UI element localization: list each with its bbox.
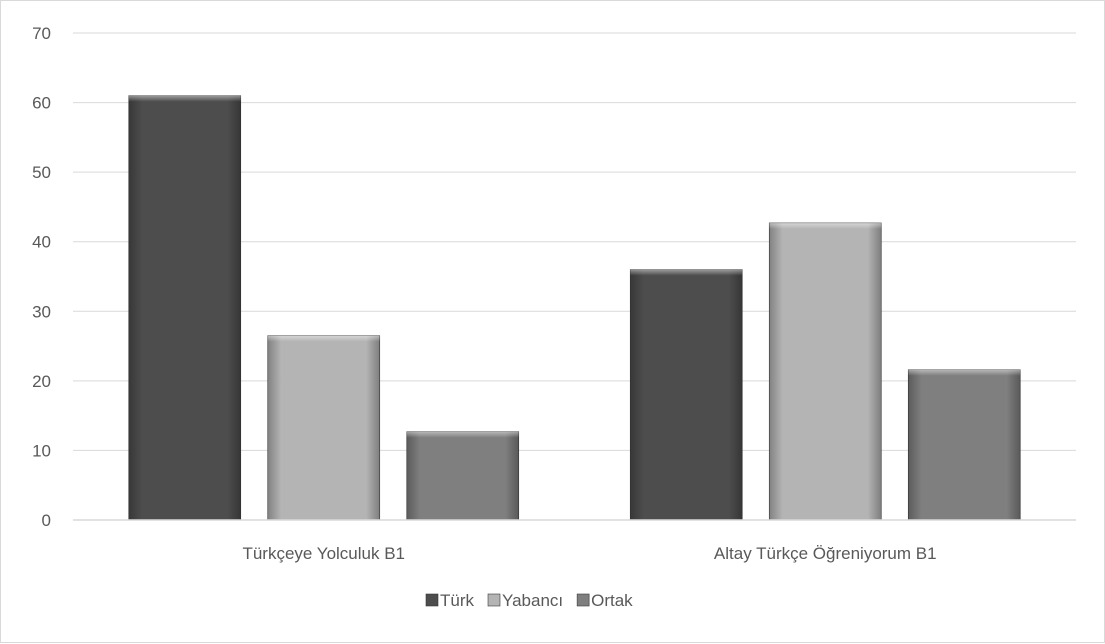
legend-swatch: [425, 593, 439, 607]
category-label: Altay Türkçe Öğreniyorum B1: [714, 544, 937, 563]
y-tick-label: 10: [32, 441, 51, 460]
legend-label: Yabancı: [502, 591, 563, 610]
bar-yabancı-1: [267, 335, 381, 521]
legend-item-ortak: Ortak: [576, 591, 633, 610]
y-tick-label: 60: [32, 94, 51, 113]
y-tick-label: 40: [32, 233, 51, 252]
y-tick-label: 50: [32, 163, 51, 182]
legend: Türk Yabancı Ortak: [425, 591, 633, 610]
legend-label: Türk: [440, 591, 475, 610]
bar-ortak-2: [907, 369, 1021, 521]
bar-ortak-1: [406, 431, 520, 521]
y-tick-label: 70: [32, 24, 51, 43]
y-tick-label: 0: [42, 511, 51, 530]
bar-türk-2: [629, 269, 743, 521]
legend-swatch: [487, 593, 501, 607]
legend-item-yabancı: Yabancı: [487, 591, 563, 610]
bars: [128, 95, 1021, 521]
legend-swatch: [576, 593, 590, 607]
y-axis-ticks: 0 10 20 30 40 50 60 70: [32, 24, 51, 530]
legend-label: Ortak: [591, 591, 633, 610]
y-tick-label: 30: [32, 302, 51, 321]
y-tick-label: 20: [32, 372, 51, 391]
legend-item-türk: Türk: [425, 591, 475, 610]
bar-yabancı-2: [768, 222, 882, 521]
category-label: Türkçeye Yolculuk B1: [242, 544, 405, 563]
category-labels: Türkçeye Yolculuk B1 Altay Türkçe Öğreniy…: [242, 544, 936, 563]
bar-türk-1: [128, 95, 242, 521]
